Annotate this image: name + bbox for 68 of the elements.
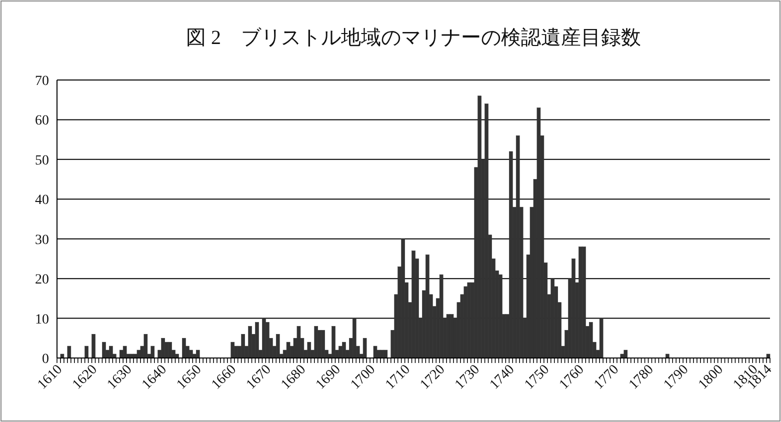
bar	[464, 286, 468, 358]
bar	[119, 350, 124, 358]
bar	[248, 326, 252, 358]
bar	[412, 250, 416, 358]
chart-title: 図 2 ブリストル地域のマリナーの検認遺産目録数	[186, 27, 641, 49]
bar	[189, 350, 193, 358]
bar	[599, 318, 604, 358]
bar	[624, 350, 628, 358]
y-tick-label: 70	[35, 74, 49, 89]
bar	[241, 334, 245, 358]
bar	[314, 326, 318, 358]
bar	[766, 354, 770, 358]
bar	[84, 346, 88, 358]
y-tick-label: 40	[35, 193, 49, 208]
bar	[136, 350, 141, 358]
bar	[102, 342, 106, 358]
bar	[196, 350, 200, 358]
bar	[484, 104, 488, 358]
bar	[498, 274, 502, 358]
bar	[401, 238, 405, 358]
bar	[144, 334, 148, 358]
bar	[450, 314, 454, 358]
bar	[276, 334, 280, 358]
bar	[60, 354, 64, 358]
bar	[516, 135, 520, 358]
bar	[446, 314, 450, 358]
bar	[122, 346, 127, 358]
bar	[109, 346, 113, 358]
bar	[92, 334, 96, 358]
bar	[380, 350, 384, 358]
bar	[266, 322, 270, 358]
bar	[373, 346, 378, 358]
y-tick-label: 20	[35, 272, 49, 288]
y-tick-label: 60	[35, 114, 49, 129]
y-tick-label: 30	[35, 232, 49, 248]
bar	[362, 338, 367, 358]
bar	[168, 342, 172, 358]
bar	[426, 254, 430, 358]
bar	[67, 346, 72, 358]
bar	[352, 318, 356, 358]
bar	[332, 326, 336, 358]
bar	[175, 354, 179, 358]
y-tick-label: 50	[35, 153, 49, 168]
bar	[161, 338, 165, 358]
bar	[255, 322, 259, 358]
bar	[582, 246, 586, 358]
bar	[150, 346, 155, 358]
bar	[384, 350, 388, 358]
bar	[550, 278, 555, 358]
bar	[439, 274, 444, 358]
bar	[321, 330, 325, 358]
bar	[588, 322, 593, 358]
bar	[307, 342, 312, 358]
y-tick-label: 0	[42, 352, 49, 367]
bar	[536, 108, 541, 358]
bar	[262, 318, 266, 358]
bar	[230, 342, 235, 358]
bar	[296, 326, 301, 358]
bar	[478, 96, 482, 358]
bar	[467, 282, 472, 358]
y-tick-label: 10	[35, 312, 49, 328]
bar	[666, 354, 670, 358]
bar	[376, 350, 381, 358]
bar	[508, 151, 513, 358]
bar	[342, 342, 346, 358]
bar	[286, 342, 290, 358]
bar	[578, 246, 582, 358]
bar	[182, 338, 186, 358]
